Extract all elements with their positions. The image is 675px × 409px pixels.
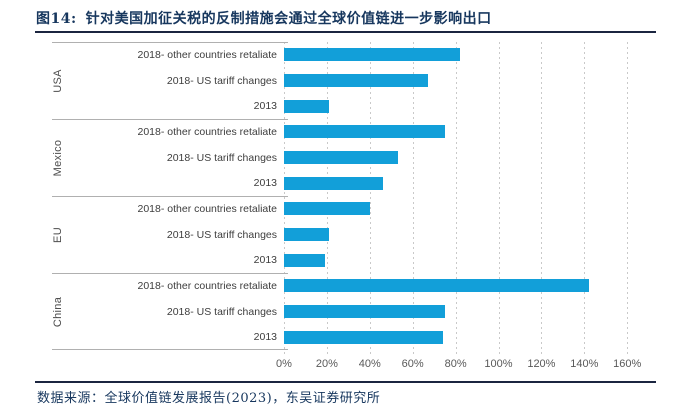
gridline	[498, 42, 500, 355]
bar-track	[284, 74, 658, 87]
x-tick-label: 120%	[527, 358, 556, 370]
x-axis: 0% 20% 40% 60% 80% 100% 120% 140% 160%	[52, 358, 658, 374]
bar-row-label: 2018- US tariff changes	[166, 228, 277, 241]
bar-row-label: 2013	[253, 100, 277, 113]
footer-divider-line	[35, 381, 656, 383]
bar-track	[284, 99, 658, 113]
title-divider-line	[35, 31, 656, 33]
bar-mexico-2018-us-tariff	[284, 151, 398, 164]
bar-mexico-2018-retaliate	[284, 125, 445, 139]
bar-track	[284, 305, 658, 318]
group-rows: 2018- other countries retaliate 2018- US…	[82, 119, 658, 196]
bar-row-label: 2018- other countries retaliate	[137, 202, 278, 215]
bar-track	[284, 202, 658, 216]
x-tick-label: 0%	[276, 358, 292, 370]
bar-usa-2013	[284, 99, 330, 113]
figure-title-text: 针对美国加征关税的反制措施会通过全球价值链进一步影响出口	[85, 11, 492, 27]
bar-row: 2013	[82, 324, 658, 350]
bar-row-label: 2018- US tariff changes	[166, 305, 277, 318]
bar-row: 2018- US tariff changes	[82, 222, 658, 248]
bar-track	[284, 228, 658, 241]
gridline	[412, 42, 414, 355]
group-label-cell: EU	[52, 196, 82, 273]
bar-track	[284, 330, 658, 344]
group-rows: 2018- other countries retaliate 2018- US…	[82, 273, 658, 350]
bar-eu-2018-us-tariff	[284, 228, 330, 241]
bar-track	[284, 279, 658, 293]
group-label: China	[52, 296, 64, 327]
bar-row-label: 2013	[253, 331, 277, 344]
bar-mexico-2013	[284, 176, 383, 190]
gridlines-layer	[284, 42, 658, 355]
data-source-text: 数据来源：全球价值链发展报告(2023)，东吴证券研究所	[37, 391, 381, 406]
x-tick-label: 40%	[358, 358, 381, 370]
group-label-cell: USA	[52, 42, 82, 119]
group-label: USA	[52, 68, 64, 93]
bar-row: 2018- other countries retaliate	[82, 273, 658, 299]
x-tick-label: 20%	[315, 358, 338, 370]
bar-row: 2018- US tariff changes	[82, 68, 658, 94]
x-tick-label: 80%	[444, 358, 467, 370]
bar-usa-2018-retaliate	[284, 48, 460, 62]
gridline	[284, 42, 285, 355]
bar-eu-2013	[284, 253, 325, 267]
gridline	[369, 42, 371, 355]
group-label-cell: Mexico	[52, 119, 82, 196]
x-tick-label: 140%	[570, 358, 599, 370]
bar-row: 2018- US tariff changes	[82, 299, 658, 325]
gridline	[541, 42, 543, 355]
bar-row: 2013	[82, 247, 658, 273]
bar-usa-2018-us-tariff	[284, 74, 428, 87]
bar-row: 2018- US tariff changes	[82, 145, 658, 171]
bar-track	[284, 48, 658, 62]
gridline	[455, 42, 457, 355]
figure-title: 图14: 针对美国加征关税的反制措施会通过全球价值链进一步影响出口	[36, 8, 656, 28]
gridline	[627, 42, 629, 355]
chart-group-usa: USA 2018- other countries retaliate 2018…	[52, 42, 658, 119]
bar-track	[284, 125, 658, 139]
bar-track	[284, 176, 658, 190]
bar-row-label: 2018- other countries retaliate	[137, 125, 278, 138]
x-tick-label: 60%	[401, 358, 424, 370]
bar-row-label: 2018- other countries retaliate	[137, 279, 278, 292]
bar-row: 2013	[82, 170, 658, 196]
bar-row-label: 2018- US tariff changes	[166, 151, 277, 164]
figure-number: 图14:	[36, 11, 77, 27]
gridline	[584, 42, 586, 355]
x-tick-label: 100%	[484, 358, 513, 370]
chart-group-mexico: Mexico 2018- other countries retaliate 2…	[52, 119, 658, 196]
bar-row: 2018- other countries retaliate	[82, 119, 658, 145]
bar-row: 2018- other countries retaliate	[82, 42, 658, 68]
bar-china-2013	[284, 330, 443, 344]
x-tick-label: 160%	[613, 358, 642, 370]
bar-china-2018-us-tariff	[284, 305, 445, 318]
bar-eu-2018-retaliate	[284, 202, 370, 216]
chart-group-china: China 2018- other countries retaliate 20…	[52, 273, 658, 350]
bar-row-label: 2018- US tariff changes	[166, 74, 277, 87]
bar-chart: USA 2018- other countries retaliate 2018…	[52, 42, 658, 355]
gridline	[326, 42, 328, 355]
group-rows: 2018- other countries retaliate 2018- US…	[82, 42, 658, 119]
chart-group-eu: EU 2018- other countries retaliate 2018-…	[52, 196, 658, 273]
bar-row-label: 2018- other countries retaliate	[137, 48, 278, 61]
group-rows: 2018- other countries retaliate 2018- US…	[82, 196, 658, 273]
bar-china-2018-retaliate	[284, 279, 589, 293]
bar-row-label: 2013	[253, 177, 277, 190]
group-label-cell: China	[52, 273, 82, 350]
bar-row: 2013	[82, 93, 658, 119]
bar-row: 2018- other countries retaliate	[82, 196, 658, 222]
group-label: EU	[52, 226, 64, 243]
bar-track	[284, 151, 658, 164]
group-label: Mexico	[52, 139, 64, 176]
bar-track	[284, 253, 658, 267]
bar-row-label: 2013	[253, 254, 277, 267]
